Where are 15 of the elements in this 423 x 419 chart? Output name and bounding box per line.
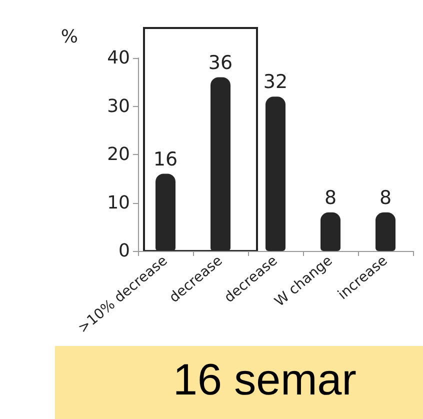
bar: [376, 212, 396, 251]
data-label: 16: [153, 148, 178, 170]
y-tick-label: 20: [107, 144, 130, 165]
data-label: 32: [263, 71, 288, 94]
y-tick-label: 30: [107, 96, 130, 117]
data-label: 8: [379, 186, 392, 209]
y-tick-label: 0: [118, 240, 130, 262]
data-label: 8: [324, 186, 337, 209]
y-tick-label: 40: [107, 48, 130, 68]
data-label: 36: [208, 52, 233, 74]
bar: [320, 212, 340, 251]
y-tick-label: 10: [107, 192, 130, 214]
text: 16 semar: [173, 356, 356, 404]
y-axis-title: %: [60, 26, 78, 48]
bar: [266, 96, 286, 251]
